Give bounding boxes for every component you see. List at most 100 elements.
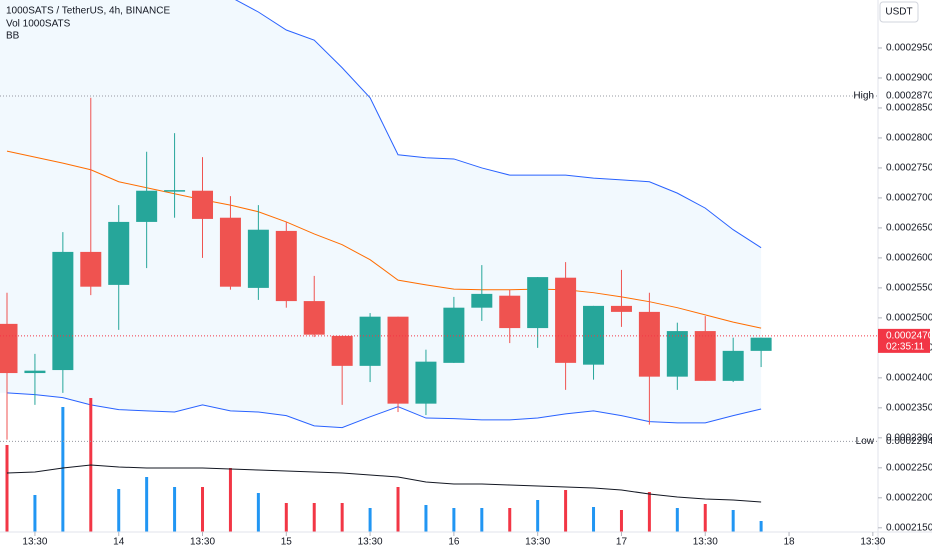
x-tick-label: 13:30 — [190, 537, 215, 548]
x-tick-label: 16 — [448, 537, 460, 548]
y-tick-label: 0.0002200 — [886, 492, 932, 503]
candle-body — [275, 230, 297, 302]
volume-bar — [201, 487, 205, 532]
x-tick-label: 15 — [281, 537, 293, 548]
high-line-label: High — [853, 91, 874, 102]
volume-bar — [647, 492, 651, 532]
x-tick-label: 13:30 — [525, 537, 550, 548]
x-tick-label: 18 — [783, 537, 795, 548]
volume-bar — [508, 508, 512, 532]
candle-body — [555, 277, 577, 363]
volume-bar — [5, 445, 9, 532]
candle-body — [52, 251, 74, 371]
volume-bar — [396, 487, 400, 532]
chart-title: 1000SATS / TetherUS, 4h, BINANCE — [6, 6, 170, 17]
candle-body — [136, 190, 158, 222]
candle-body — [387, 316, 409, 404]
y-tick-label: 0.0002550 — [886, 283, 932, 294]
candle-body — [0, 323, 18, 374]
y-tick-label: 0.0002650 — [886, 223, 932, 234]
candle-body — [443, 307, 465, 363]
y-tick-label: 0.0002500 — [886, 313, 932, 324]
currency-label[interactable]: USDT — [885, 7, 912, 18]
countdown-label: 02:35:11 — [886, 342, 925, 353]
y-tick-label: 0.0002900 — [886, 73, 932, 84]
candle-body — [303, 301, 325, 335]
candle-body — [750, 337, 772, 351]
y-tick-label: 0.0002600 — [886, 253, 932, 264]
volume-bar — [480, 508, 484, 532]
y-tick-label: 0.0002400 — [886, 372, 932, 383]
volume-bar — [173, 487, 177, 532]
x-tick-label: 13:30 — [358, 537, 383, 548]
x-tick-label: 13:30 — [22, 537, 47, 548]
volume-ma — [6, 464, 762, 503]
candle-body — [610, 305, 632, 312]
x-tick-label: 13:30 — [693, 537, 718, 548]
low-line-label: Low — [856, 436, 875, 447]
volume-bar — [731, 510, 735, 532]
y-tick-label: 0.0002950 — [886, 43, 932, 54]
candle-body — [247, 229, 269, 288]
y-tick-label: 0.0002250 — [886, 462, 932, 473]
volume-bar — [424, 505, 428, 532]
last-price-box — [878, 328, 930, 353]
candle-body — [359, 316, 381, 366]
volume-bar — [703, 504, 707, 532]
volume-bar — [619, 510, 623, 532]
y-tick-label: 0.0002750 — [886, 163, 932, 174]
bb-upper — [234, 0, 762, 249]
candle-body — [192, 190, 214, 219]
volume-bar — [452, 508, 456, 532]
indicator-label: Vol 1000SATS — [6, 19, 71, 30]
currency-box[interactable] — [879, 1, 919, 23]
volume-bar — [536, 500, 540, 532]
volume-bar — [675, 508, 679, 532]
candle-body — [471, 293, 493, 308]
y-tick-label: 0.0002850 — [886, 103, 932, 114]
volume-bar — [145, 477, 149, 532]
bb-basis — [6, 150, 762, 329]
candle-body — [219, 217, 241, 287]
volume-bar — [312, 503, 316, 532]
volume-bar — [759, 521, 763, 532]
volume-bar — [284, 503, 288, 532]
volume-bar — [340, 503, 344, 532]
x-tick-label: 14 — [113, 537, 125, 548]
low-line-value: 0.0002294 — [886, 436, 932, 447]
candle-body — [164, 190, 186, 192]
volume-bar — [117, 489, 121, 532]
candle-body — [583, 305, 605, 365]
volume-bar — [61, 407, 65, 532]
y-tick-label: 0.0002700 — [886, 193, 932, 204]
candle-body — [415, 361, 437, 404]
volume-bar — [256, 493, 260, 532]
indicator-label: BB — [6, 31, 20, 42]
y-tick-label: 0.0002350 — [886, 402, 932, 413]
volume-bar — [592, 507, 596, 532]
candle-body — [499, 295, 521, 329]
candle-body — [722, 350, 744, 381]
volume-bar — [564, 490, 568, 532]
x-tick-label: 17 — [616, 537, 628, 548]
candle-body — [666, 331, 688, 377]
candle-body — [331, 335, 353, 366]
high-line-value: 0.0002870 — [886, 91, 932, 102]
last-price-label: 0.0002470 — [886, 331, 932, 342]
candle-body — [527, 277, 549, 329]
candle-body — [80, 251, 102, 287]
y-tick-label: 0.0002300 — [886, 432, 932, 443]
candle-body — [638, 311, 660, 377]
x-tick-label: 13:30 — [860, 537, 885, 548]
y-tick-label: 0.0002150 — [886, 522, 932, 533]
plot-area — [0, 0, 772, 532]
candle-body — [24, 370, 46, 374]
volume-bar — [228, 468, 232, 532]
bb-lower — [6, 392, 762, 429]
candle-body — [108, 221, 130, 285]
y-tick-label: 0.0002800 — [886, 133, 932, 144]
volume-bar — [33, 495, 37, 532]
volume-bar — [368, 508, 372, 532]
